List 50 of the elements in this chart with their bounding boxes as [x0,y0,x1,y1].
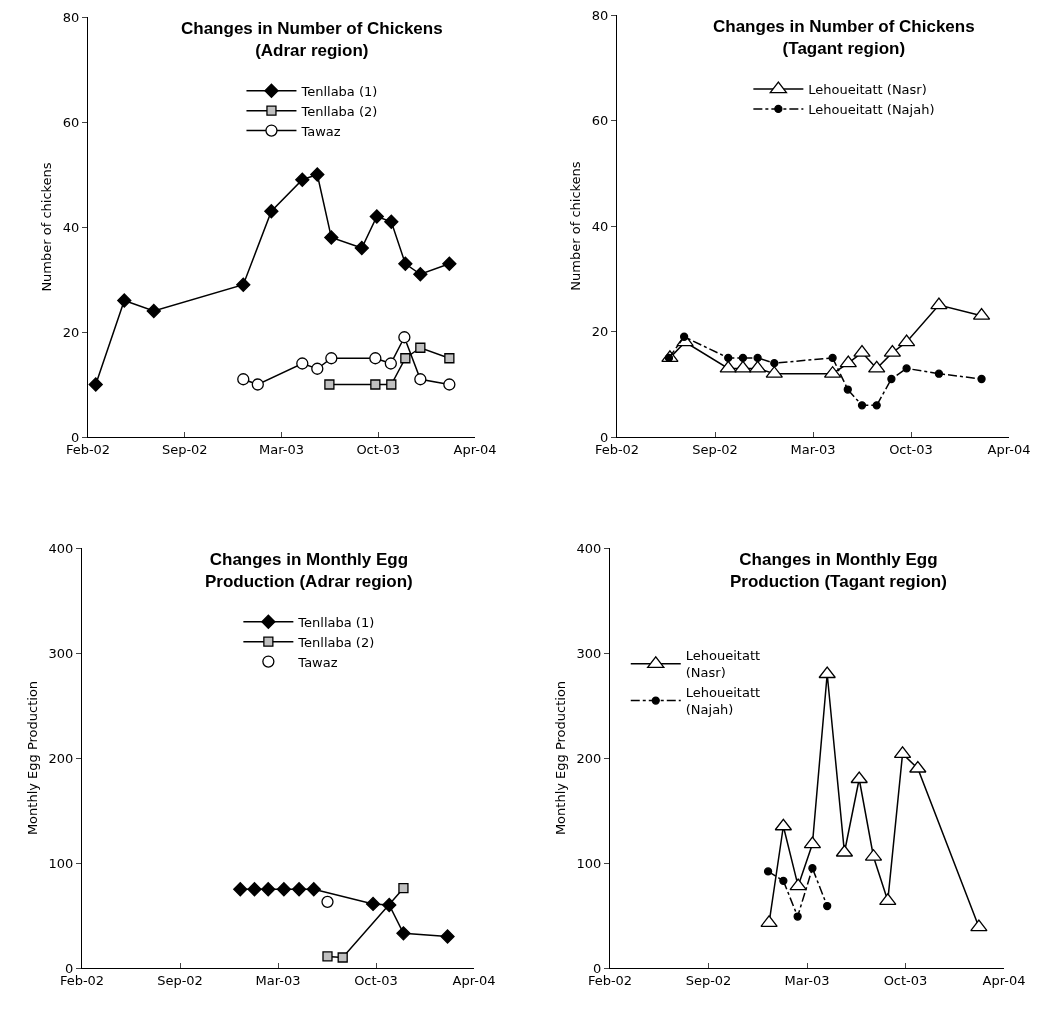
y-tick-label: 80 [591,7,609,23]
legend-label: Lehoueitatt (Najah) [685,685,761,718]
y-tick-label: 100 [48,855,74,871]
y-tick-label: 400 [576,540,602,556]
x-tick-label: Sep-02 [161,441,208,457]
legend-label: Lehoueitatt (Nasr) [808,82,927,98]
y-axis-title: Monthly Egg Production [552,680,568,836]
x-tick-label: Oct-03 [883,972,928,988]
y-tick-label: 20 [62,324,80,340]
legend-label: Tenllaba (2) [300,103,378,119]
x-tick-label: Mar-03 [790,441,836,457]
x-tick-label: Apr-04 [982,972,1026,988]
y-axis-title: Monthly Egg Production [24,680,40,836]
legend-label: Tawaz [300,123,341,139]
y-tick-label: 100 [576,855,602,871]
legend-label: Tawaz [297,654,338,670]
legend-label: Tenllaba (2) [297,634,375,650]
y-tick-label: 300 [48,645,74,661]
y-tick-label: 80 [62,9,80,25]
text: Changes in Monthly Egg Production (Tagant region) [730,550,947,592]
y-axis-title: Number of chickens [38,162,54,292]
x-tick-label: Sep-02 [685,972,732,988]
text: Changes in Monthly Egg Production (Adrar region) [205,550,413,592]
x-tick-label: Sep-02 [157,972,203,988]
y-tick-label: 400 [48,540,74,556]
x-tick-label: Oct-03 [889,441,933,457]
y-tick-label: 60 [591,113,609,129]
y-tick-label: 60 [62,114,80,130]
x-tick-label: Apr-04 [453,441,497,457]
y-tick-label: 200 [576,750,602,766]
x-tick-label: Apr-04 [987,441,1031,457]
x-tick-label: Mar-03 [784,972,830,988]
y-tick-label: 300 [576,645,602,661]
x-tick-label: Mar-03 [259,441,304,457]
y-tick-label: 200 [48,750,74,766]
text: Changes in Number of Chickens (Tagant region) [713,17,975,59]
legend-label: Lehoueitatt (Nasr) [685,648,761,681]
text: Changes in Number of Chickens (Adrar region) [181,19,443,61]
x-tick-label: Mar-03 [255,972,301,988]
legend-label: Tenllaba (1) [297,614,375,630]
legend-label: Lehoueitatt (Najah) [808,102,935,117]
y-axis-title: Number of chickens [567,161,583,291]
x-tick-label: Oct-03 [356,441,401,457]
y-tick-label: 20 [591,324,609,340]
x-tick-label: Sep-02 [692,441,738,457]
y-tick-label: 40 [62,219,80,235]
x-tick-label: Apr-04 [452,972,496,988]
legend-label: Tenllaba (1) [300,83,378,99]
x-tick-label: Oct-03 [354,972,398,988]
y-tick-label: 40 [591,218,609,234]
